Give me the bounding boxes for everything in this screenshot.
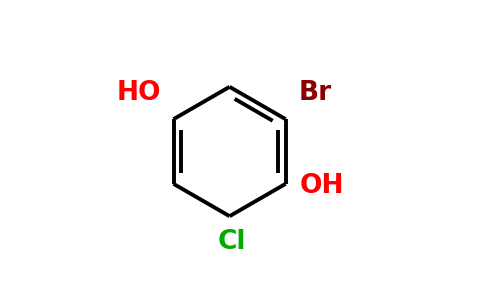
Text: Br: Br — [298, 80, 332, 106]
Text: OH: OH — [300, 173, 344, 199]
Text: HO: HO — [116, 80, 161, 106]
Text: Cl: Cl — [218, 229, 246, 255]
